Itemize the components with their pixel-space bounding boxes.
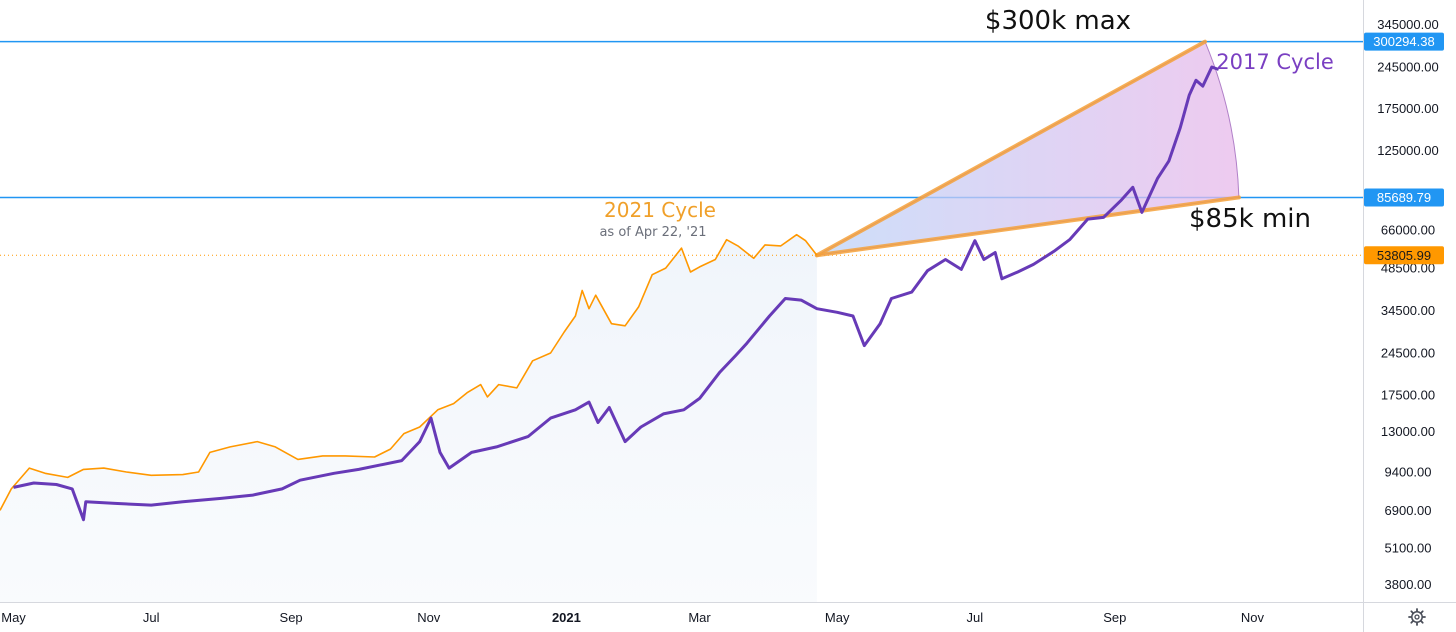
x-tick-label: May bbox=[1, 610, 26, 625]
x-tick-label: Jul bbox=[143, 610, 160, 625]
min-annotation: $85k min bbox=[1189, 204, 1311, 234]
projection-max-line[interactable] bbox=[814, 39, 1208, 258]
x-tick-label: Nov bbox=[1241, 610, 1265, 625]
x-axis[interactable]: May Jul Sep Nov 2021 Mar May Jul Sep Nov bbox=[1, 610, 1264, 625]
max-annotation: $300k max bbox=[985, 6, 1131, 36]
x-tick-label: Nov bbox=[417, 610, 441, 625]
settings-gear-icon[interactable] bbox=[1408, 608, 1426, 626]
y-tick-label: 245000.00 bbox=[1377, 59, 1438, 74]
y-tick-label: 5100.00 bbox=[1385, 540, 1432, 555]
y-tick-label: 345000.00 bbox=[1377, 17, 1438, 32]
price-label-badge bbox=[1364, 188, 1444, 207]
y-tick-label: 34500.00 bbox=[1381, 303, 1435, 318]
price-labels: 300294.38 85689.79 53805.99 bbox=[1364, 32, 1444, 265]
cycle-2021-line[interactable] bbox=[0, 233, 818, 511]
y-tick-label: 48500.00 bbox=[1381, 261, 1435, 276]
as-of-label: as of Apr 22, '21 bbox=[599, 225, 706, 240]
projection-min-line[interactable] bbox=[814, 195, 1241, 258]
price-label-text: 85689.79 bbox=[1377, 190, 1431, 205]
x-tick-label: Mar bbox=[688, 610, 711, 625]
x-tick-label: Jul bbox=[967, 610, 984, 625]
y-axis[interactable]: 345000.00 245000.00 175000.00 125000.00 6600… bbox=[1377, 17, 1438, 592]
price-label-text: 300294.38 bbox=[1373, 34, 1434, 49]
x-tick-label: May bbox=[825, 610, 850, 625]
cycle-2017-line[interactable] bbox=[13, 65, 1220, 522]
y-tick-label: 66000.00 bbox=[1381, 222, 1435, 237]
price-label-badge bbox=[1364, 246, 1444, 265]
y-tick-label: 6900.00 bbox=[1385, 503, 1432, 518]
x-tick-label: 2021 bbox=[552, 610, 581, 625]
projection-wedge bbox=[816, 40, 1240, 256]
y-tick-label: 125000.00 bbox=[1377, 143, 1438, 158]
x-tick-label: Sep bbox=[280, 610, 303, 625]
cycle-2017-label: 2017 Cycle bbox=[1216, 50, 1334, 74]
price-label-text: 53805.99 bbox=[1377, 248, 1431, 263]
y-tick-label: 17500.00 bbox=[1381, 387, 1435, 402]
y-tick-label: 175000.00 bbox=[1377, 101, 1438, 116]
y-tick-label: 9400.00 bbox=[1385, 464, 1432, 479]
cycle-2021-area bbox=[0, 234, 817, 602]
y-tick-label: 24500.00 bbox=[1381, 345, 1435, 360]
y-tick-label: 3800.00 bbox=[1385, 577, 1432, 592]
cycle-2021-label: 2021 Cycle bbox=[604, 198, 716, 222]
x-tick-label: Sep bbox=[1103, 610, 1126, 625]
price-label-badge bbox=[1364, 32, 1444, 51]
y-tick-label: 13000.00 bbox=[1381, 424, 1435, 439]
